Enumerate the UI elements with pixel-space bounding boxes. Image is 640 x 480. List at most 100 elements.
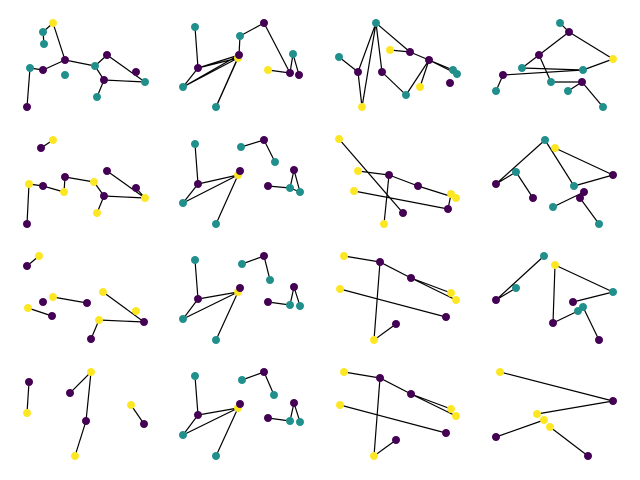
graph-node-teal — [26, 64, 34, 72]
graph-node-teal — [61, 71, 69, 79]
graph-node-yellow — [24, 304, 32, 312]
graph-node-teal — [599, 103, 607, 111]
graph-node-purple — [392, 320, 400, 328]
graph-edge — [338, 56, 359, 73]
graph-edge — [26, 183, 30, 225]
graph-edge — [375, 22, 383, 73]
graph-node-teal — [212, 336, 220, 344]
graph-edge — [194, 26, 199, 69]
graph-node-yellow — [49, 136, 57, 144]
graph-edge — [239, 22, 265, 37]
graph-node-purple — [48, 312, 56, 320]
graph-node-yellow — [546, 423, 554, 431]
graph-node-purple — [595, 336, 603, 344]
graph-edge — [552, 310, 579, 324]
graph-node-purple — [399, 209, 407, 217]
graph-node-purple — [446, 79, 454, 87]
graph-edge — [74, 420, 87, 457]
graph-edge — [263, 139, 276, 163]
graph-edge — [194, 259, 199, 300]
graph-node-purple — [100, 192, 108, 200]
graph-node-teal — [141, 78, 149, 86]
graph-edge — [410, 277, 457, 301]
graph-node-purple — [140, 420, 148, 428]
graph-edge — [495, 419, 545, 438]
graph-node-teal — [541, 136, 549, 144]
graph-node-yellow — [35, 252, 43, 260]
graph-node-purple — [236, 284, 244, 292]
graph-edge — [52, 296, 88, 304]
graph-node-purple — [236, 167, 244, 175]
graph-edge — [338, 138, 404, 214]
graph-node-purple — [39, 182, 47, 190]
graph-edge — [515, 171, 534, 199]
graph-node-purple — [235, 51, 243, 59]
graph-node-yellow — [336, 285, 344, 293]
graph-edge — [582, 306, 600, 341]
graph-edge — [194, 143, 199, 185]
graph-node-teal — [579, 66, 587, 74]
graph-node-teal — [91, 62, 99, 70]
graph-node-teal — [191, 372, 199, 380]
graph-node-purple — [569, 298, 577, 306]
graph-edge — [102, 291, 145, 323]
graph-node-teal — [549, 203, 557, 211]
graph-panel-r3-c0 — [23, 368, 148, 460]
graph-node-purple — [194, 295, 202, 303]
graph-edge — [98, 319, 145, 323]
graph-node-purple — [565, 28, 573, 36]
graph-node-yellow — [452, 194, 460, 202]
graph-node-yellow — [358, 103, 366, 111]
graph-node-teal — [191, 140, 199, 148]
graph-node-yellow — [609, 55, 617, 63]
graph-node-teal — [238, 260, 246, 268]
graph-node-yellow — [127, 401, 135, 409]
graph-node-teal — [212, 220, 220, 228]
graph-node-teal — [556, 19, 564, 27]
graph-node-purple — [584, 452, 592, 460]
graph-node-teal — [236, 32, 244, 40]
graph-edge — [405, 59, 430, 96]
graph-edge — [85, 371, 92, 422]
graph-edge — [197, 174, 239, 185]
graph-edge — [240, 139, 265, 148]
graph-node-teal — [270, 391, 278, 399]
graph-node-teal — [574, 307, 582, 315]
graph-edge — [263, 255, 271, 281]
graph-edge — [572, 291, 614, 303]
graph-node-teal — [372, 19, 380, 27]
graph-edge — [521, 67, 584, 71]
graph-node-yellow — [496, 368, 504, 376]
graph-edge — [357, 71, 363, 108]
graph-panel-r0-c0 — [23, 19, 149, 111]
graph-node-purple — [23, 103, 31, 111]
graph-node-purple — [407, 390, 415, 398]
graph-edge — [549, 426, 589, 457]
graph-node-yellow — [354, 167, 362, 175]
graph-node-purple — [354, 68, 362, 76]
graph-edge — [410, 393, 457, 417]
graph-node-purple — [378, 68, 386, 76]
graph-node-yellow — [23, 409, 31, 417]
graph-edge — [106, 170, 146, 199]
graph-edge — [42, 59, 66, 71]
graph-node-yellow — [264, 66, 272, 74]
graph-node-purple — [25, 378, 33, 386]
graph-node-purple — [549, 319, 557, 327]
graph-node-teal — [39, 28, 47, 36]
graph-node-purple — [442, 429, 450, 437]
graph-node-teal — [286, 417, 294, 425]
graph-node-purple — [37, 144, 45, 152]
graph-edge — [410, 277, 452, 294]
graph-node-purple — [83, 299, 91, 307]
graph-edge — [495, 255, 545, 301]
graph-edge — [552, 264, 556, 324]
graph-node-purple — [414, 182, 422, 190]
graph-node-yellow — [336, 401, 344, 409]
graph-node-purple — [406, 48, 414, 56]
graph-node-purple — [295, 71, 303, 79]
graph-panel-r1-c0 — [23, 136, 149, 228]
graph-node-purple — [576, 194, 584, 202]
graph-node-yellow — [452, 296, 460, 304]
graph-panel-r1-c1 — [179, 136, 304, 228]
